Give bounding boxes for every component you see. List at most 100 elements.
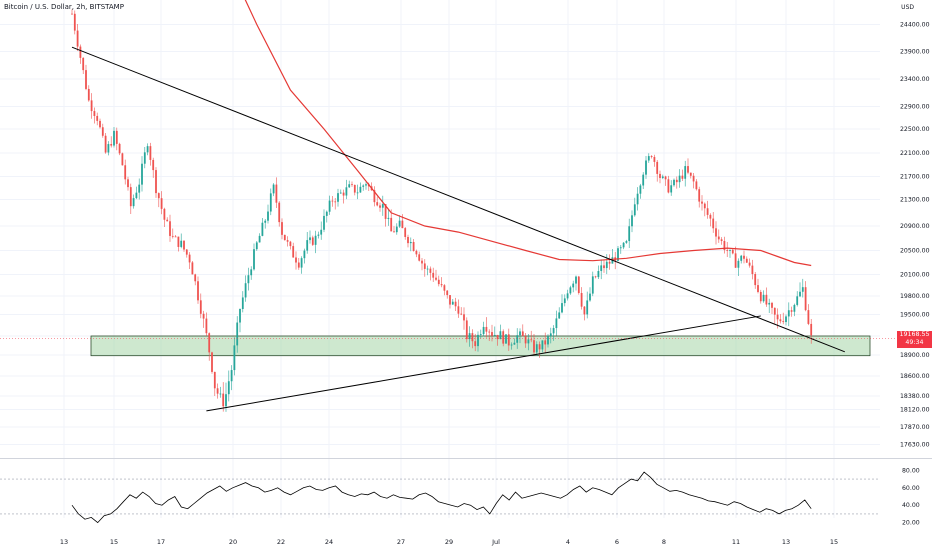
candle-body (591, 276, 594, 294)
candle-body (278, 202, 281, 223)
candle-body (762, 294, 765, 302)
candle-body (197, 281, 199, 301)
candle-body (636, 193, 639, 205)
rsi-tick-label: 60.00 (902, 485, 920, 492)
candle-body (446, 290, 449, 296)
time-axis[interactable]: 13 15 17 20 22 24 27 29 Jul 4 6 8 11 13 15 (60, 538, 838, 546)
candle-body (163, 208, 166, 220)
candle-body (342, 192, 345, 196)
candle-body (759, 291, 762, 302)
candle-body (76, 30, 79, 47)
time-tick-label: 15 (830, 538, 838, 546)
candle-body (149, 146, 152, 160)
candle-body (488, 331, 491, 333)
candle-body (404, 228, 407, 237)
candle-body (325, 211, 328, 216)
candle-body (267, 211, 269, 221)
candle-body (272, 184, 275, 194)
candle-body (471, 333, 474, 342)
candle-body (796, 296, 799, 305)
candle-body (701, 201, 703, 204)
candle-body (409, 241, 412, 244)
candle-body (566, 293, 569, 299)
candle-body (348, 184, 351, 188)
trendline-descending (71, 46, 845, 353)
candle-body (300, 258, 303, 268)
candle-body (631, 215, 633, 227)
candle-body (639, 185, 642, 194)
candle-body (199, 300, 202, 314)
candle-body (239, 308, 241, 323)
candle-body (191, 262, 194, 275)
price-tick-label: 20100.00 (900, 272, 930, 279)
candle-body (110, 144, 113, 146)
time-tick-label: 6 (615, 538, 619, 546)
last-price-countdown: 49:34 (905, 339, 924, 346)
candle-body (219, 393, 222, 395)
time-tick-label: 24 (325, 538, 333, 546)
candle-body (222, 393, 225, 407)
candle-body (583, 306, 586, 315)
candle-body (496, 334, 499, 340)
candle-body (356, 192, 359, 194)
candle-body (213, 371, 216, 389)
candle-body (765, 294, 768, 305)
candle-body (107, 144, 110, 153)
candle-body (261, 222, 264, 236)
candle-body (743, 255, 745, 259)
candle-body (549, 333, 552, 337)
candle-body (241, 297, 244, 309)
candle-body (748, 262, 751, 266)
price-tick-label: 24400.00 (900, 22, 930, 29)
candle-body (600, 265, 603, 272)
candle-body (362, 185, 365, 187)
candle-body (415, 250, 418, 255)
time-tick-label: 11 (732, 538, 740, 546)
candle-body (709, 214, 712, 219)
rsi-tick-label: 40.00 (902, 502, 920, 509)
candle-body (706, 208, 709, 215)
candle-body (605, 261, 608, 269)
rsi-axis[interactable]: 80.00 60.00 40.00 20.00 (902, 467, 920, 526)
candle-body (563, 298, 566, 304)
candle-body (715, 228, 717, 237)
candle-body (337, 193, 339, 202)
candle-body (628, 226, 631, 242)
candle-body (376, 202, 379, 206)
candle-body (779, 319, 782, 322)
candle-body (510, 344, 513, 346)
candle-body (771, 302, 773, 308)
candle-body (303, 250, 306, 259)
candle-body (258, 235, 261, 243)
candle-body (353, 184, 356, 193)
time-tick-label: 22 (277, 538, 285, 546)
candle-body (269, 193, 272, 212)
candle-body (93, 111, 96, 116)
candle-body (656, 161, 659, 174)
time-tick-label: 13 (60, 538, 68, 546)
candle-body (493, 334, 496, 336)
candle-body (617, 248, 619, 261)
candle-body (541, 340, 544, 350)
price-tick-label: 21700.00 (900, 174, 930, 181)
time-tick-label: 13 (782, 538, 790, 546)
candle-body (247, 275, 250, 284)
candle-body (572, 283, 575, 288)
candle-body (432, 272, 435, 278)
candle-body (505, 334, 507, 344)
candle-body (359, 186, 362, 193)
candle-body (188, 254, 191, 263)
candle-body (297, 262, 300, 268)
candle-body (650, 156, 653, 157)
candle-body (586, 300, 589, 315)
candle-body (211, 352, 213, 372)
candle-body (608, 261, 611, 264)
candle-body (477, 334, 479, 347)
candle-body (695, 181, 698, 190)
candle-body (129, 187, 132, 207)
candle-body (745, 258, 748, 263)
candle-body (642, 174, 645, 186)
candle-body (233, 345, 236, 371)
